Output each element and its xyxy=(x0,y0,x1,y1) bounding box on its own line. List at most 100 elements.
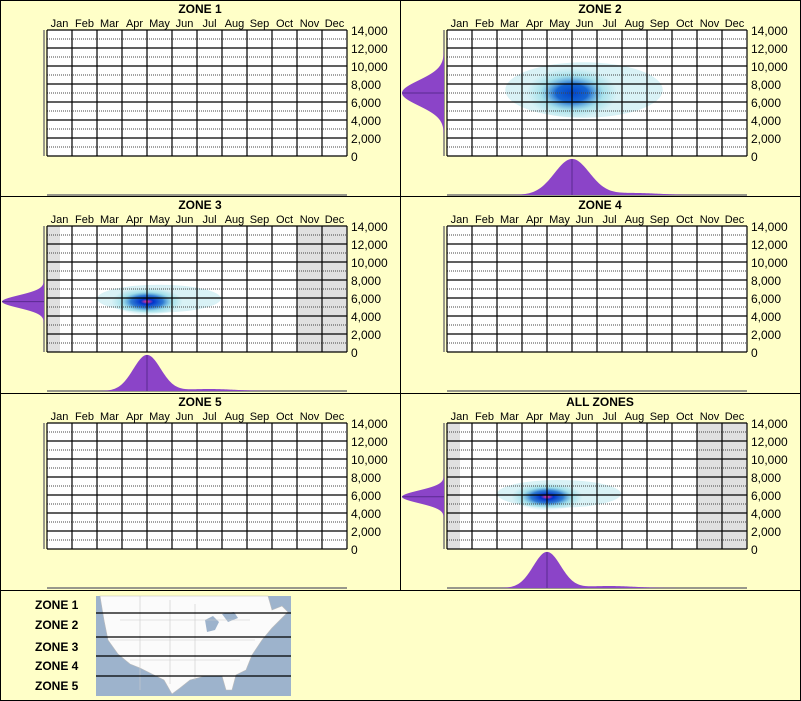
zone-label: ZONE 3 xyxy=(35,640,79,654)
y-tick-label: 12,000 xyxy=(351,42,388,56)
panel-all-zones: ALL ZONES Jan Feb Mar Apr May Jun Jul Aug Sep Oct N… xyxy=(402,395,788,589)
panel-zone-1: ZONE 1 Jan Feb Mar Apr May Jun Jul Aug Sep Oct Nov D… xyxy=(43,2,388,196)
y-tick-label: 6,000 xyxy=(351,96,381,110)
y-tick-label: 14,000 xyxy=(751,220,788,234)
month-label: Sep xyxy=(650,18,670,30)
y-tick-label: 4,000 xyxy=(351,114,381,128)
y-tick-label: 0 xyxy=(751,346,758,360)
y-tick-label: 2,000 xyxy=(351,132,381,146)
y-tick-label: 4,000 xyxy=(751,507,781,521)
y-tick-label: 0 xyxy=(751,543,758,557)
y-tick-label: 0 xyxy=(351,346,358,360)
month-label: Feb xyxy=(75,214,94,226)
month-label: Aug xyxy=(225,411,245,423)
y-tick-label: 8,000 xyxy=(751,274,781,288)
y-tick-label: 8,000 xyxy=(751,78,781,92)
no-data-region xyxy=(722,423,747,549)
panel-zone-3: ZONE 3 Jan Feb Mar Apr May Jun Jul Aug Sep Oct Nov D… xyxy=(2,198,388,392)
month-label: Jul xyxy=(202,411,216,423)
month-label: Apr xyxy=(526,18,543,30)
month-label: May xyxy=(149,411,170,423)
y-tick-label: 12,000 xyxy=(751,238,788,252)
zone-label: ZONE 2 xyxy=(35,618,79,632)
month-label: Oct xyxy=(276,214,293,226)
month-label: Jun xyxy=(576,18,594,30)
month-label: Aug xyxy=(225,214,245,226)
month-label: Aug xyxy=(225,18,245,30)
panel-zone-5: ZONE 5 Jan Feb Mar Apr May Jun Jul Aug Sep Oct Nov D… xyxy=(43,395,388,589)
y-tick-label: 6,000 xyxy=(751,96,781,110)
y-tick-label: 6,000 xyxy=(351,489,381,503)
panel-title: ZONE 3 xyxy=(178,198,222,212)
y-tick-label: 6,000 xyxy=(751,489,781,503)
month-label: Feb xyxy=(475,18,494,30)
elevation-density xyxy=(2,226,44,352)
month-label: Apr xyxy=(126,411,143,423)
month-label: Dec xyxy=(325,411,345,423)
month-label: Jul xyxy=(202,214,216,226)
no-data-region xyxy=(322,226,347,352)
month-label: Jun xyxy=(176,18,194,30)
y-tick-label: 2,000 xyxy=(751,328,781,342)
month-label: Feb xyxy=(475,214,494,226)
month-label: Aug xyxy=(625,411,645,423)
panel-zone-4: ZONE 4 Jan Feb Mar Apr May Jun Jul Aug Sep Oct Nov D… xyxy=(443,198,788,392)
month-label: Dec xyxy=(325,18,345,30)
month-label: May xyxy=(549,411,570,423)
y-tick-label: 0 xyxy=(351,543,358,557)
panel-title: ZONE 5 xyxy=(178,395,222,409)
month-label: Nov xyxy=(300,214,320,226)
y-tick-label: 10,000 xyxy=(351,453,388,467)
y-tick-label: 8,000 xyxy=(351,78,381,92)
month-label: Mar xyxy=(500,411,519,423)
zone-label: ZONE 5 xyxy=(35,679,79,693)
month-label: Oct xyxy=(676,411,693,423)
month-label: Jan xyxy=(451,214,469,226)
month-label: May xyxy=(149,214,170,226)
y-tick-label: 12,000 xyxy=(351,435,388,449)
y-tick-label: 14,000 xyxy=(751,417,788,431)
month-label: Nov xyxy=(300,18,320,30)
month-label: Apr xyxy=(526,411,543,423)
month-label: Apr xyxy=(126,214,143,226)
month-label: Apr xyxy=(526,214,543,226)
month-label: Jul xyxy=(602,18,616,30)
month-label: Nov xyxy=(700,18,720,30)
panel-title: ZONE 4 xyxy=(578,198,622,212)
month-label: Mar xyxy=(100,411,119,423)
y-tick-label: 6,000 xyxy=(351,292,381,306)
y-tick-label: 0 xyxy=(751,150,758,164)
y-tick-label: 4,000 xyxy=(351,310,381,324)
month-density xyxy=(447,551,747,588)
month-label: Oct xyxy=(276,18,293,30)
y-tick-label: 2,000 xyxy=(351,328,381,342)
y-tick-label: 10,000 xyxy=(751,60,788,74)
month-label: Sep xyxy=(650,411,670,423)
y-tick-label: 4,000 xyxy=(751,310,781,324)
y-tick-label: 6,000 xyxy=(751,292,781,306)
month-label: Sep xyxy=(250,411,270,423)
month-label: Mar xyxy=(500,18,519,30)
month-label: Sep xyxy=(250,18,270,30)
y-tick-label: 8,000 xyxy=(751,471,781,485)
y-tick-label: 14,000 xyxy=(351,220,388,234)
y-tick-label: 8,000 xyxy=(351,274,381,288)
month-label: Dec xyxy=(725,411,745,423)
y-tick-label: 14,000 xyxy=(751,24,788,38)
month-label: Dec xyxy=(325,214,345,226)
month-label: Dec xyxy=(725,18,745,30)
month-label: Mar xyxy=(500,214,519,226)
month-label: Jul xyxy=(602,214,616,226)
month-label: Jul xyxy=(602,411,616,423)
zone-map xyxy=(96,595,291,696)
month-label: Jun xyxy=(576,214,594,226)
y-tick-label: 4,000 xyxy=(351,507,381,521)
y-tick-label: 8,000 xyxy=(351,471,381,485)
panel-zone-2: ZONE 2 Jan Feb Mar Apr May Jun Jul Aug Sep Oct Nov D… xyxy=(402,2,788,196)
y-tick-label: 2,000 xyxy=(751,132,781,146)
month-label: Jun xyxy=(576,411,594,423)
month-label: Apr xyxy=(126,18,143,30)
y-tick-label: 2,000 xyxy=(351,525,381,539)
month-label: Sep xyxy=(650,214,670,226)
month-label: Jan xyxy=(451,411,469,423)
